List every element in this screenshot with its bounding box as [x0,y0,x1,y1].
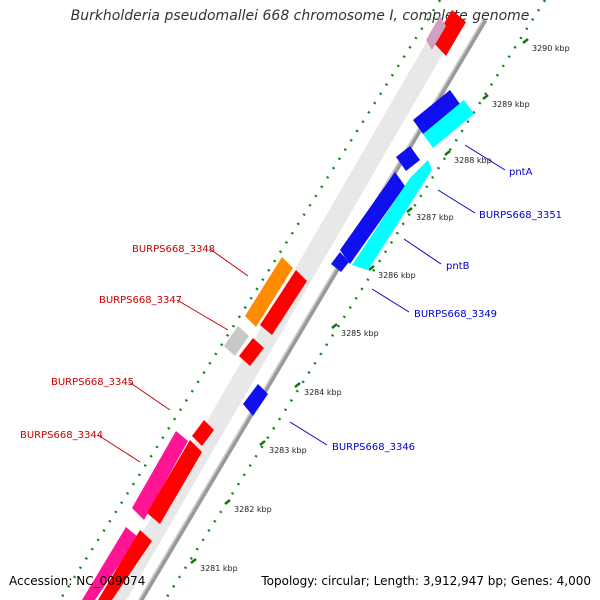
gene-label-reverse: BURPS668_3348 [132,244,215,255]
reverse-features [82,10,466,600]
forward-tick-line [163,0,547,600]
label-leader [97,434,141,463]
tick-label: 3287 kbp [416,213,454,222]
tick-label: 3285 kbp [341,329,379,338]
tick-mark [331,323,338,329]
gene-reverse-3347-adj [239,338,264,366]
tick-mark [294,382,301,388]
tick-mark [224,499,231,505]
gene-BURPS668_3351 [352,160,432,270]
summary-text: Topology: circular; Length: 3,912,947 bp… [261,574,591,588]
tick-label: 3286 kbp [378,271,416,280]
tick-mark [406,207,413,213]
tick-marks [190,38,529,564]
tick-label: 3281 kbp [200,564,238,573]
tick-labels: 3290 kbp 3289 kbp 3288 kbp 3287 kbp 3286 kbp… [200,44,570,573]
gene-label-reverse: BURPS668_3345 [51,377,134,388]
tick-mark [522,38,529,44]
tick-mark [482,94,489,100]
gene-BURPS668_3345 [192,420,214,446]
label-leader [403,238,442,265]
label-leader [176,299,229,331]
tick-label: 3289 kbp [492,100,530,109]
tick-label: 3283 kbp [269,446,307,455]
tick-label: 3282 kbp [234,505,272,514]
tick-mark [259,440,266,446]
gene-reverse-top-shade [426,16,446,50]
gene-BURPS668_3346 [243,384,268,416]
map-title: Burkholderia pseudomallei 668 chromosome… [70,8,530,24]
gene-label-forward: BURPS668_3349 [414,309,497,320]
gene-forward-small [396,146,420,171]
gene-label-forward: pntA [509,167,533,178]
label-leader [128,381,171,411]
gene-BURPS668_3344 [132,431,188,520]
gene-BURPS668_3347 [224,326,249,356]
label-leader [209,248,249,277]
gene-reverse-3348-adj [260,270,307,335]
tick-label: 3288 kbp [454,156,492,165]
tick-mark [190,558,197,564]
gene-reverse-top [433,10,466,56]
label-leader [464,144,506,171]
gene-forward-cyan-3289 [423,100,474,148]
tick-label: 3290 kbp [532,44,570,53]
gene-reverse-3344-adj [147,440,202,524]
forward-features [243,90,474,416]
gene-BURPS668_3348 [245,257,293,327]
label-leader [289,421,328,446]
accession-text: Accession: NC_009074 [9,574,146,588]
gene-label-forward: BURPS668_3346 [332,442,415,453]
feature-labels: BURPS668_3348 BURPS668_3347 BURPS668_3345 B… [20,144,562,463]
tick-mark [368,265,375,271]
gene-forward-3289 [413,90,460,134]
gene-label-forward: pntB [446,261,470,272]
gene-label-reverse: BURPS668_3344 [20,430,103,441]
gene-reverse-bottom-red [98,530,152,600]
label-leader [437,189,476,214]
gene-BURPS668_3349 [331,252,349,272]
gene-reverse-bottom-pink [82,527,138,600]
gene-pntB [340,172,405,264]
tick-label: 3284 kbp [304,388,342,397]
label-leader [371,288,410,313]
tick-mark [444,150,451,156]
gene-label-reverse: BURPS668_3347 [99,295,182,306]
gene-label-forward: BURPS668_3351 [479,210,562,221]
